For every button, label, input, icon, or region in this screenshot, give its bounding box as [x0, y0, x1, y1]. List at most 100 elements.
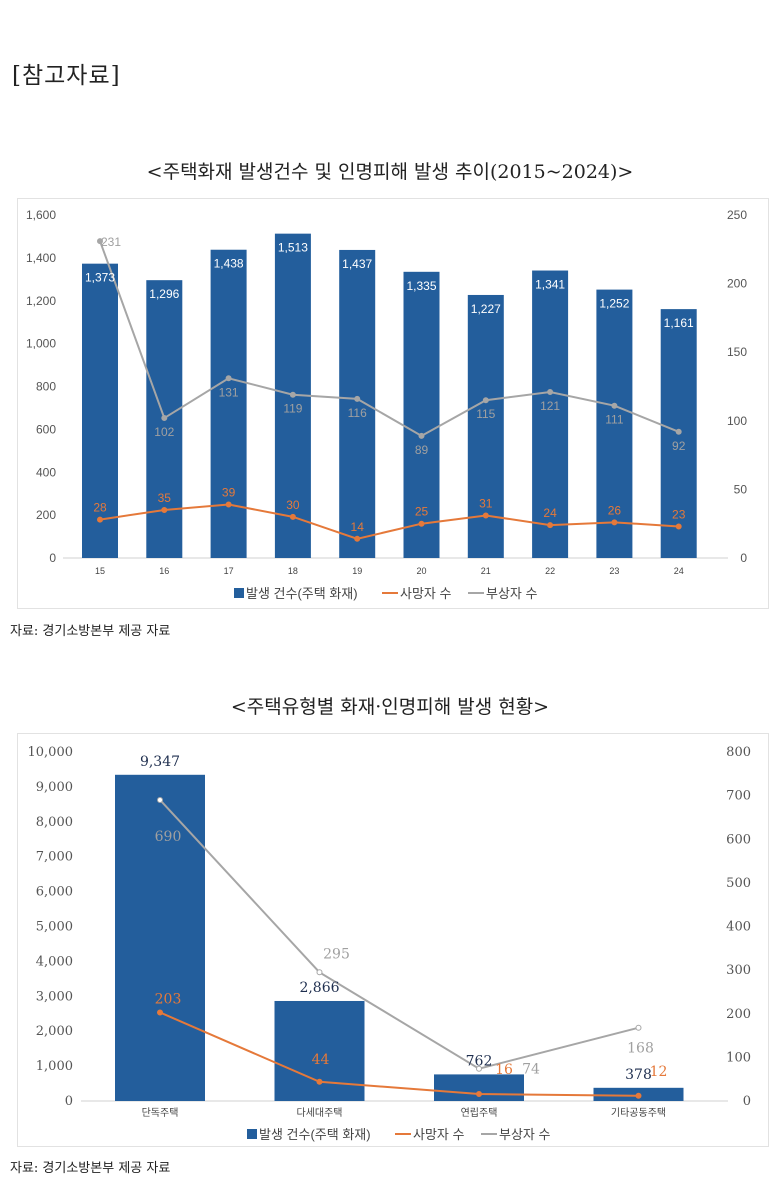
y-left-tick-label: 0	[65, 1094, 73, 1109]
point-injuries	[611, 402, 618, 409]
chart-2: 0 1,000 2,000 3,000 4,000 5,000 6,000 7,000 8,00…	[17, 733, 769, 1147]
x-tick-label: 20	[416, 566, 426, 576]
y-left-tick-label: 2,000	[36, 1024, 73, 1039]
deaths-data-label: 30	[286, 498, 300, 512]
legend-label: 발생 건수(주택 화재)	[259, 1127, 371, 1142]
point-injuries	[482, 397, 489, 404]
bar-data-label: 1,161	[664, 316, 694, 330]
injuries-data-label: 231	[101, 235, 121, 249]
injuries-data-label: 102	[154, 425, 174, 439]
line-deaths	[99, 503, 679, 540]
y-right-tick-label: 200	[726, 1007, 751, 1022]
point-injuries	[354, 395, 361, 402]
point-injuries	[547, 388, 554, 395]
chart-1-svg: 0 200 400 600 800 1,000 1,200 1,400 1,600 0 50 100 1…	[26, 208, 748, 601]
legend-label: 사망자 수	[413, 1127, 464, 1142]
injuries-data-label: 116	[348, 406, 367, 420]
injuries-data-label: 131	[219, 385, 239, 399]
y-left-tick-label: 8,000	[36, 815, 73, 830]
point-injuries	[418, 432, 425, 439]
point-deaths	[225, 501, 232, 508]
legend-label: 사망자 수	[400, 586, 451, 601]
injuries-data-label: 690	[155, 829, 182, 845]
injuries-data-label: 295	[323, 946, 350, 962]
point-deaths	[675, 523, 682, 530]
injuries-data-label: 92	[672, 439, 686, 453]
y-right-tick-label: 50	[734, 482, 748, 496]
bar-data-label: 378	[625, 1067, 652, 1083]
y-left-tick-label: 5,000	[36, 920, 73, 935]
point-deaths	[547, 522, 554, 529]
y-right-tick-label: 800	[726, 745, 751, 760]
line-deaths	[159, 1011, 639, 1097]
bar-23	[596, 289, 633, 558]
injuries-data-label: 121	[540, 399, 560, 413]
x-tick-label: 23	[609, 566, 619, 576]
bar-20	[403, 271, 440, 558]
injuries-data-label: 168	[627, 1041, 654, 1057]
y-left-tick-label: 1,200	[26, 294, 56, 308]
deaths-data-label: 39	[222, 485, 236, 499]
injuries-data-label: 111	[605, 413, 624, 427]
y-right-tick-label: 100	[726, 1050, 751, 1065]
line-injuries	[159, 799, 639, 1070]
bar-data-label: 1,296	[149, 287, 179, 301]
deaths-data-label: 203	[155, 991, 182, 1007]
y-left-tick-label: 9,000	[36, 780, 73, 795]
chart-2-source: 자료: 경기소방본부 제공 자료	[10, 1161, 171, 1176]
y-right-tick-label: 0	[740, 551, 747, 565]
point-injuries	[97, 238, 103, 245]
point-deaths	[418, 520, 425, 527]
bar-22	[532, 270, 569, 558]
deaths-data-label: 26	[608, 503, 622, 517]
legend-label: 부상자 수	[486, 586, 537, 601]
bar-data-label: 1,341	[535, 278, 565, 292]
legend-label: 발생 건수(주택 화재)	[246, 586, 358, 601]
y-right-tick-label: 400	[726, 920, 751, 935]
y-left-tick-label: 7,000	[36, 850, 73, 865]
legend-label: 부상자 수	[499, 1127, 550, 1142]
y-right-tick-label: 500	[726, 876, 751, 891]
y-right-tick-label: 150	[727, 345, 747, 359]
point-deaths	[476, 1091, 482, 1098]
y-right-tick-label: 300	[726, 963, 751, 978]
y-right-tick-label: 0	[743, 1094, 751, 1109]
deaths-data-label: 31	[479, 496, 493, 510]
point-deaths	[97, 516, 103, 523]
point-injuries	[225, 375, 232, 382]
bar-data-label: 1,373	[85, 271, 115, 285]
chart-1-title: <주택화재 발생건수 및 인명피해 발생 추이(2015~2024)>	[146, 161, 634, 183]
bar-21	[467, 294, 504, 558]
bar-data-label: 1,513	[278, 241, 308, 255]
deaths-data-label: 35	[158, 491, 172, 505]
x-tick-label: 22	[545, 566, 555, 576]
point-deaths	[482, 512, 489, 519]
bar-data-label: 1,437	[342, 257, 372, 271]
point-deaths	[316, 1078, 323, 1085]
bar-data-label: 9,347	[140, 754, 180, 770]
legend-bar-swatch	[234, 588, 244, 598]
x-tick-label: 다세대주택	[297, 1107, 343, 1119]
deaths-data-label: 25	[415, 505, 429, 519]
deaths-data-label: 12	[650, 1064, 668, 1080]
y-left-tick-label: 600	[36, 422, 56, 436]
point-injuries	[675, 428, 682, 435]
y-left-tick-label: 10,000	[28, 745, 74, 760]
x-tick-label: 16	[159, 566, 169, 576]
x-tick-label: 24	[674, 566, 684, 576]
bar-data-label: 1,438	[214, 257, 244, 271]
y-left-tick-label: 1,000	[36, 1059, 73, 1074]
y-left-tick-label: 1,400	[26, 251, 56, 265]
chart-2-title: <주택유형별 화재·인명피해 발생 현황>	[230, 696, 550, 718]
y-right-tick-label: 700	[726, 789, 751, 804]
header: [참고자료]	[12, 63, 121, 89]
deaths-data-label: 28	[93, 501, 107, 515]
point-injuries	[157, 796, 163, 803]
bar-data-label: 1,252	[599, 297, 629, 311]
point-deaths	[157, 1009, 163, 1016]
y-left-tick-label: 4,000	[36, 954, 73, 969]
injuries-data-label: 74	[522, 1062, 540, 1078]
bar-data-label: 762	[466, 1053, 493, 1069]
bar-data-label: 2,866	[299, 980, 339, 996]
x-tick-label: 19	[352, 566, 362, 576]
